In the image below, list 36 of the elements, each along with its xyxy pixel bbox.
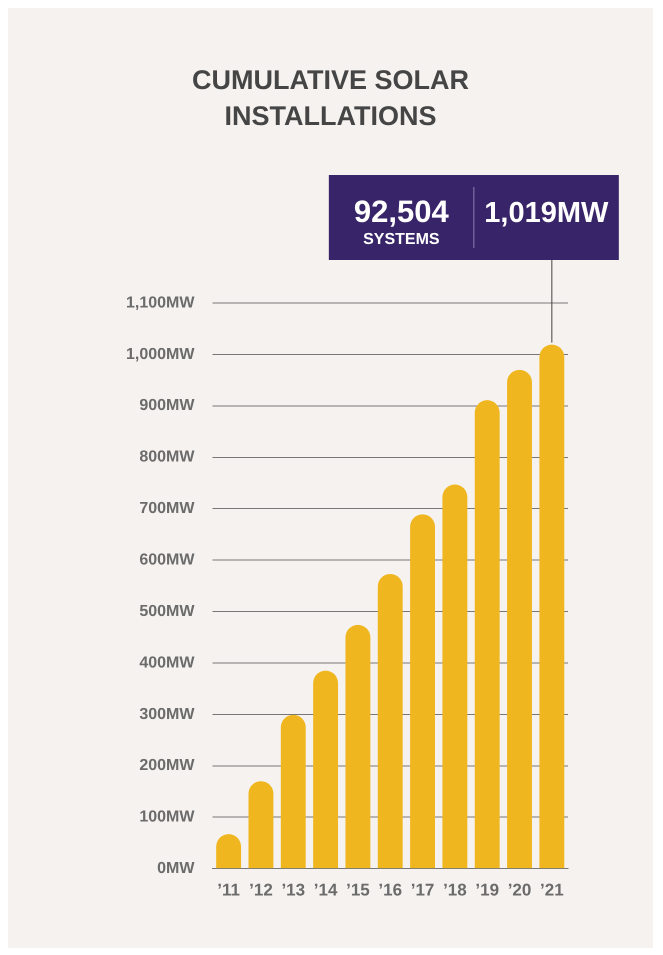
x-tick-label: ’19 xyxy=(475,880,500,900)
x-tick-label: ’16 xyxy=(378,880,402,900)
bar xyxy=(442,484,468,868)
y-tick-label: 300MW xyxy=(139,706,196,723)
y-tick-label: 400MW xyxy=(139,654,196,672)
bar xyxy=(410,514,435,868)
bar xyxy=(539,344,564,868)
chart-title: CUMULATIVE SOLAR INSTALLATIONS xyxy=(191,64,470,133)
x-tick-label: ’13 xyxy=(281,880,306,900)
bar xyxy=(280,714,306,868)
y-tick-label: 900MW xyxy=(139,397,196,414)
x-tick-label: ’14 xyxy=(314,880,338,900)
y-tick-label: 100MW xyxy=(139,808,196,826)
x-tick-label: ’17 xyxy=(410,880,434,900)
annotation: 1,019MW xyxy=(484,197,610,229)
text: 92,504 SYSTEMS xyxy=(354,194,450,248)
bar xyxy=(248,781,274,868)
y-tick-label: 1,100MW xyxy=(126,294,196,312)
bar xyxy=(474,400,500,868)
x-tick-label: ’11 xyxy=(217,880,240,900)
y-tick-label: 800MW xyxy=(139,448,196,466)
y-tick-label: 600MW xyxy=(139,551,196,568)
bar xyxy=(345,624,370,868)
y-tick-label: 0MW xyxy=(157,860,196,878)
x-tick-label: ’12 xyxy=(249,880,273,900)
x-tick-label: ’18 xyxy=(443,880,467,900)
y-tick-label: 500MW xyxy=(139,602,196,620)
y-tick-label: 200MW xyxy=(139,757,196,774)
x-tick-label: ’20 xyxy=(508,880,532,900)
x-tick-label: ’21 xyxy=(540,880,564,900)
bar xyxy=(378,574,403,868)
y-tick-label: 1,000MW xyxy=(126,346,196,363)
bar xyxy=(313,670,338,868)
y-tick-label: 700MW xyxy=(139,500,196,518)
x-tick-label: ’15 xyxy=(346,880,370,900)
bar xyxy=(507,370,532,868)
